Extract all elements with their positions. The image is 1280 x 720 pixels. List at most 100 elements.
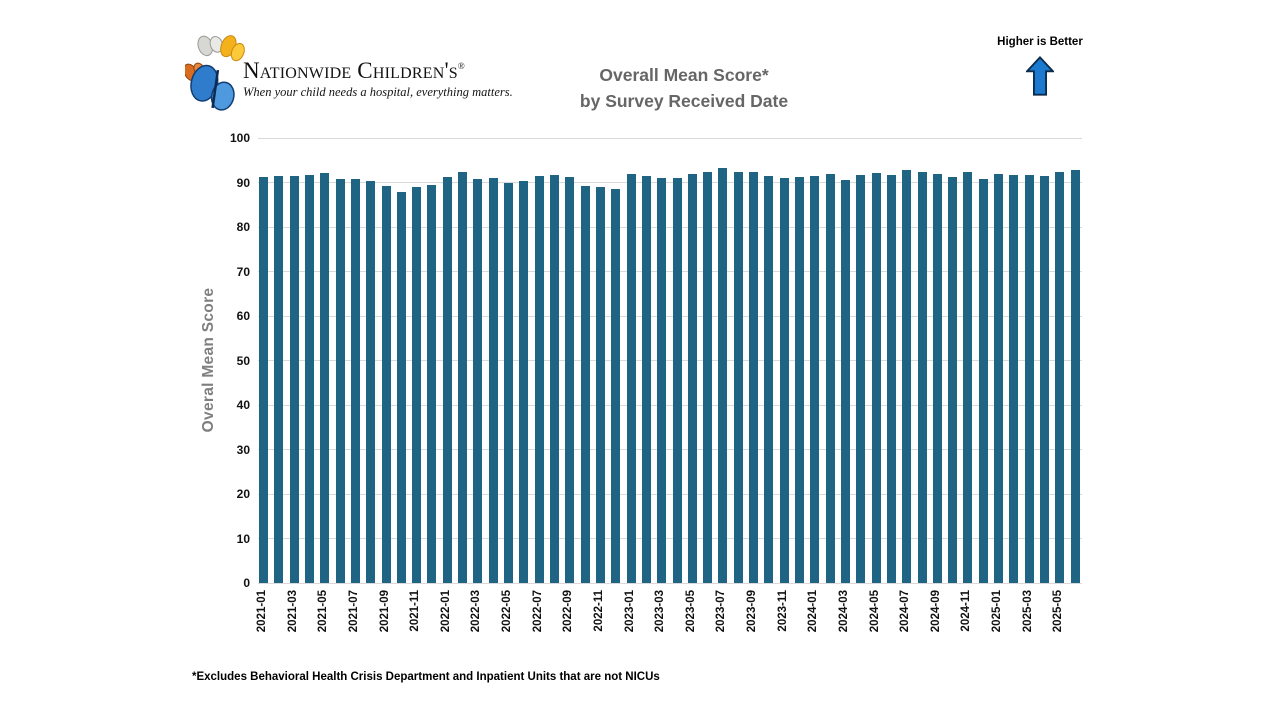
gridline-80 xyxy=(258,226,1082,228)
bar-2021-01 xyxy=(259,176,268,583)
bar-2024-02 xyxy=(825,173,835,583)
y-tick-70: 70 xyxy=(236,264,250,279)
y-tick-40: 40 xyxy=(236,398,250,412)
x-tick-2025-03: 2025-03 xyxy=(1021,590,1034,633)
gridline-50 xyxy=(258,360,1082,361)
y-axis-title: Overal Mean Score xyxy=(200,287,217,433)
bar-2023-03 xyxy=(657,177,667,583)
bar-2022-01 xyxy=(442,177,452,583)
bar-2023-07 xyxy=(718,168,728,583)
x-tick-2021-01: 2021-01 xyxy=(256,590,268,633)
bar-2023-06 xyxy=(703,172,713,583)
chart-title-line1: Overall Mean Score* xyxy=(599,65,769,85)
x-tick-2021-05: 2021-05 xyxy=(317,590,330,633)
bar-2021-05 xyxy=(320,172,330,583)
bar-2023-01 xyxy=(626,174,636,583)
x-tick-2021-09: 2021-09 xyxy=(378,590,391,633)
bar-2023-12 xyxy=(795,176,805,583)
x-tick-2022-05: 2022-05 xyxy=(501,590,514,633)
bar-2022-04 xyxy=(488,177,498,583)
x-tick-2021-07: 2021-07 xyxy=(347,590,360,633)
bar-2021-04 xyxy=(304,174,314,583)
gridline-60 xyxy=(258,315,1082,317)
gridline-20 xyxy=(258,493,1082,495)
x-tick-2023-03: 2023-03 xyxy=(654,590,667,633)
bar-2023-05 xyxy=(687,173,697,583)
bar-2025-04 xyxy=(1040,175,1050,583)
bar-2024-04 xyxy=(856,174,866,583)
bar-2021-11 xyxy=(412,187,422,583)
bar-2021-08 xyxy=(366,181,376,583)
bar-2023-08 xyxy=(733,171,743,583)
bar-2024-08 xyxy=(917,171,927,583)
bar-2021-07 xyxy=(350,179,360,583)
nationwide-childrens-logo: Nationwide Children's® When your child n… xyxy=(185,28,513,116)
x-tick-2024-07: 2024-07 xyxy=(899,590,912,633)
x-tick-2024-11: 2024-11 xyxy=(960,590,973,632)
y-tick-10: 10 xyxy=(236,531,250,546)
gridline-0 xyxy=(258,582,1082,584)
logo-tagline: When your child needs a hospital, everyt… xyxy=(243,85,513,99)
bar-2024-07 xyxy=(902,170,912,583)
bar-2021-02 xyxy=(274,175,284,583)
x-tick-2025-05: 2025-05 xyxy=(1052,590,1065,633)
x-tick-2024-01: 2024-01 xyxy=(807,590,820,633)
bar-2023-09 xyxy=(749,172,759,583)
bar-2025-02 xyxy=(1009,174,1019,583)
x-tick-2022-11: 2022-11 xyxy=(592,590,605,632)
bar-2024-10 xyxy=(948,177,958,583)
bar-2022-05 xyxy=(504,182,514,583)
bar-2023-11 xyxy=(779,177,789,583)
x-tick-2024-05: 2024-05 xyxy=(868,590,881,633)
bar-2024-05 xyxy=(871,172,881,583)
x-tick-2021-03: 2021-03 xyxy=(286,590,299,633)
gridline-90 xyxy=(258,182,1082,183)
x-tick-2022-01: 2022-01 xyxy=(439,590,452,633)
chart-title-line2: by Survey Received Date xyxy=(579,91,789,111)
gridline-100 xyxy=(258,137,1082,139)
bar-2022-03 xyxy=(473,178,483,583)
x-tick-2023-05: 2023-05 xyxy=(684,590,697,633)
logo-wordmark: Nationwide Children's® xyxy=(243,58,465,83)
gridline-70 xyxy=(258,271,1082,272)
butterflies-icon xyxy=(185,35,245,111)
y-tick-100: 100 xyxy=(229,131,250,145)
gridline-40 xyxy=(258,404,1082,406)
bar-2022-02 xyxy=(458,172,468,583)
x-tick-2022-03: 2022-03 xyxy=(470,590,483,633)
bar-2023-02 xyxy=(641,175,651,583)
bar-2023-04 xyxy=(672,177,682,583)
bar-2022-07 xyxy=(534,176,544,583)
bar-2022-10 xyxy=(580,185,590,583)
bar-2022-06 xyxy=(519,181,529,583)
registered-mark: ® xyxy=(457,61,465,71)
bar-2022-08 xyxy=(549,175,559,583)
bar-2023-10 xyxy=(764,175,774,583)
bar-2021-10 xyxy=(396,191,406,583)
x-tick-2023-07: 2023-07 xyxy=(715,590,728,633)
bar-2024-12 xyxy=(978,178,988,583)
x-tick-2021-11: 2021-11 xyxy=(409,590,422,632)
higher-is-better-label: Higher is Better xyxy=(997,36,1083,48)
x-tick-2022-07: 2022-07 xyxy=(531,590,544,633)
bar-2021-12 xyxy=(427,185,437,583)
bar-2021-03 xyxy=(289,176,299,583)
bar-2025-06 xyxy=(1070,169,1080,583)
y-tick-30: 30 xyxy=(236,442,250,457)
bar-2025-05 xyxy=(1055,171,1065,583)
y-tick-90: 90 xyxy=(236,175,250,190)
y-tick-0: 0 xyxy=(243,576,250,590)
bar-2025-01 xyxy=(994,173,1004,583)
bar-2024-11 xyxy=(963,171,973,583)
bar-2024-09 xyxy=(932,174,942,583)
x-tick-2024-03: 2024-03 xyxy=(837,590,850,633)
bar-2024-03 xyxy=(840,179,850,583)
gridline-10 xyxy=(258,538,1082,539)
bar-2024-01 xyxy=(810,175,820,583)
chart-title: Overall Mean Score* by Survey Received D… xyxy=(500,62,868,114)
bar-2022-09 xyxy=(565,176,575,583)
y-tick-50: 50 xyxy=(236,353,250,368)
higher-is-better-callout: Higher is Better xyxy=(975,36,1105,101)
y-tick-60: 60 xyxy=(236,309,250,323)
